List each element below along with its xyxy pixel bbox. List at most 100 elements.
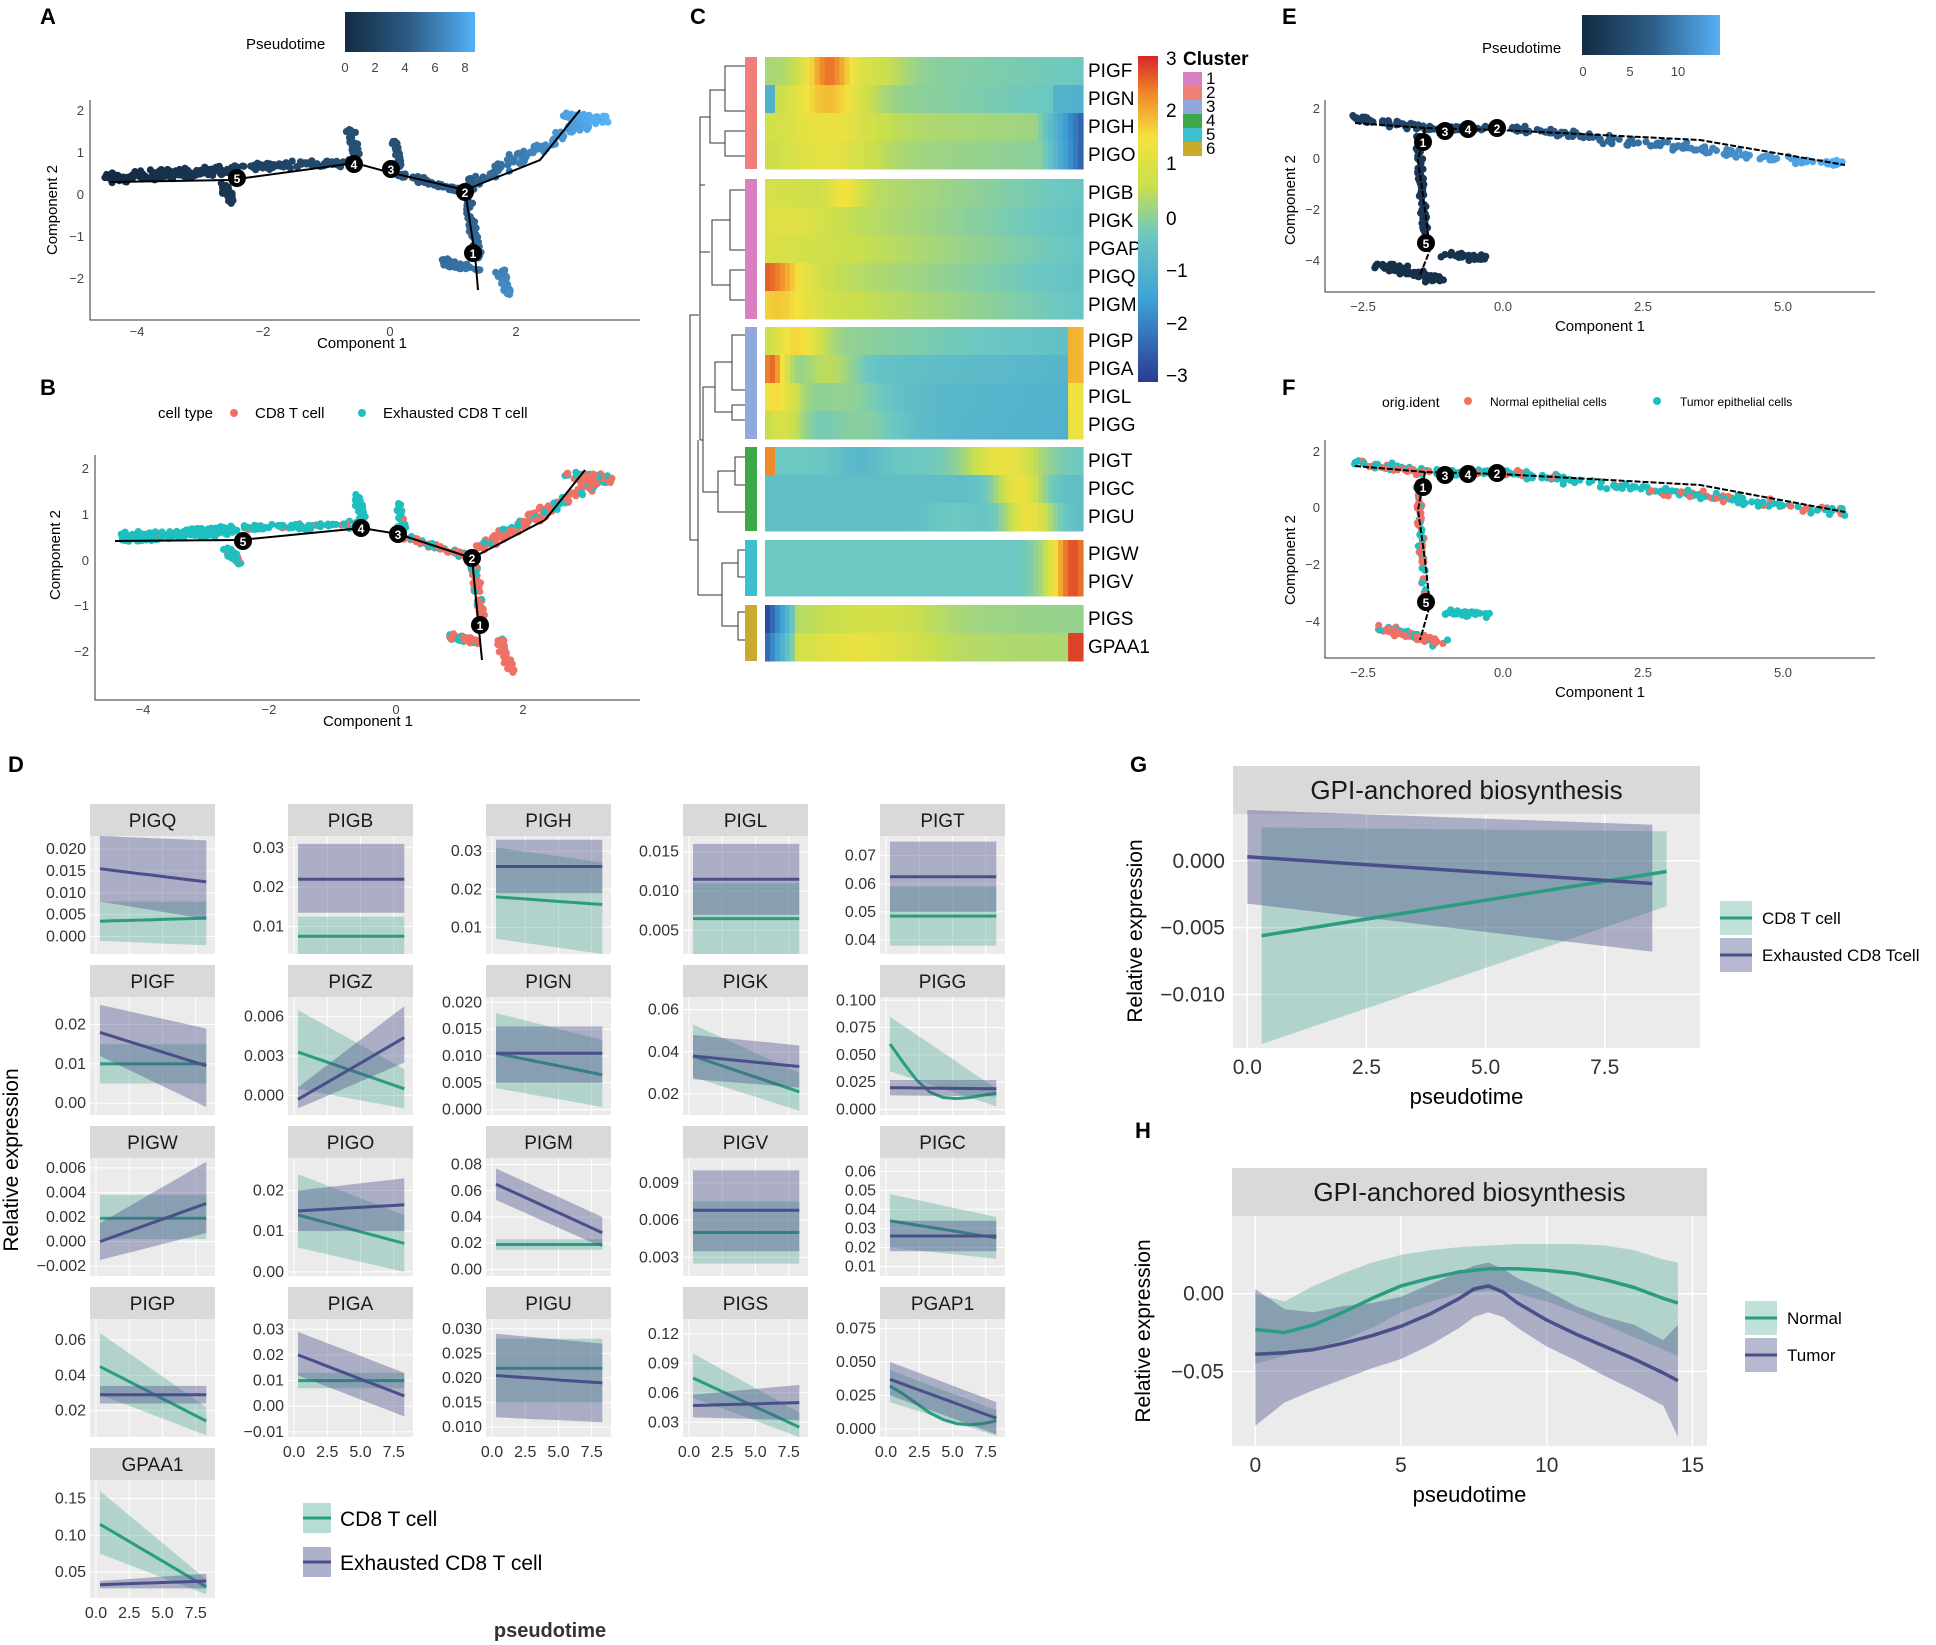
heatmap-cell <box>1058 327 1064 356</box>
heatmap-cell <box>809 568 816 597</box>
heatmap-cell <box>933 179 940 208</box>
heatmap-cell <box>1038 179 1044 208</box>
facet-title: PIGA <box>328 1294 374 1315</box>
heatmap-cell <box>874 141 880 170</box>
heatmap-cell <box>998 113 1005 142</box>
heatmap-cell <box>869 633 875 662</box>
panel-label-c: C <box>690 4 706 29</box>
cell-point <box>1713 494 1721 502</box>
heatmap-cell <box>909 113 915 142</box>
heatmap-cell <box>799 540 806 569</box>
heatmap-row <box>765 355 1084 384</box>
facet-panel <box>486 836 611 954</box>
heatmap-cell <box>769 235 776 264</box>
cell-point <box>1647 142 1655 150</box>
cell-point <box>472 542 481 550</box>
y-tick-label: −0.002 <box>37 1258 86 1275</box>
cell-point <box>196 170 204 178</box>
heatmap-cell <box>1033 568 1039 597</box>
y-tick-label: 0.030 <box>442 1321 482 1338</box>
heatmap-cell <box>909 327 915 356</box>
heatmap-cell <box>1048 475 1054 504</box>
x-tick-label: 5.0 <box>349 1444 371 1461</box>
heatmap-cell <box>1053 327 1059 356</box>
heatmap-cell <box>879 633 885 662</box>
heatmap-cell <box>769 113 776 142</box>
cell-point <box>1431 639 1439 647</box>
branch-node-label: 5 <box>234 172 241 186</box>
y-tick-label: 0.02 <box>451 881 482 898</box>
heatmap-cell <box>774 57 781 86</box>
heatmap-cell <box>874 263 880 292</box>
heatmap-cell <box>914 447 920 476</box>
heatmap-cell <box>824 291 831 320</box>
cell-point <box>393 507 402 515</box>
y-tick-label: 0.005 <box>442 1075 482 1092</box>
cell-points-b <box>117 468 616 676</box>
heatmap-cell <box>894 207 900 236</box>
heatmap-cell <box>1073 57 1079 86</box>
heatmap-cell <box>914 540 920 569</box>
heatmap-row <box>765 540 1084 569</box>
heatmap-cell <box>1073 383 1079 412</box>
heatmap-cell <box>859 85 865 114</box>
cell-point <box>1841 511 1849 519</box>
heatmap-cell <box>1008 383 1015 412</box>
facet-panel <box>880 1158 1005 1276</box>
heatmap-gene-labels: PIGFPIGNPIGHPIGOPIGBPIGKPGAP1PIGQPIGMPIG… <box>1088 61 1151 658</box>
y-tick-label: 0.100 <box>836 992 876 1009</box>
heatmap-cell <box>1013 383 1020 412</box>
heatmap-cell <box>794 355 801 384</box>
svg-text:−2: −2 <box>262 702 277 717</box>
y-tick-label: 0.02 <box>451 1235 482 1252</box>
cell-point <box>479 173 487 181</box>
heatmap-cell <box>983 540 990 569</box>
heatmap-cell <box>943 540 950 569</box>
heatmap-cell <box>809 235 816 264</box>
heatmap-cell <box>958 85 965 114</box>
heatmap-cell <box>1033 475 1039 504</box>
facet-strip <box>486 804 611 836</box>
facet-strip <box>288 1126 413 1158</box>
confidence-band <box>496 1338 603 1403</box>
heatmap-cell <box>784 540 791 569</box>
cell-point <box>563 470 571 478</box>
heatmap-cell <box>819 235 826 264</box>
y-tick-label: 0.025 <box>836 1387 876 1404</box>
heatmap-cell <box>1038 447 1044 476</box>
heatmap-cell <box>933 568 940 597</box>
heatmap-cell <box>1053 85 1059 114</box>
heatmap-cell <box>849 291 856 320</box>
heatmap-cell <box>953 568 960 597</box>
heatmap-cell <box>894 605 900 634</box>
heatmap-cell <box>814 291 821 320</box>
heatmap-cell <box>904 503 910 532</box>
x-tick-label: 5.0 <box>547 1444 569 1461</box>
heatmap-cell <box>804 85 811 114</box>
heatmap-cell <box>1013 57 1020 86</box>
cell-point <box>1382 464 1390 473</box>
cell-point <box>500 286 508 294</box>
heatmap-cell <box>1073 327 1079 356</box>
heatmap-cell <box>924 383 930 412</box>
cell-point <box>1709 144 1717 152</box>
heatmap-cell <box>1068 447 1074 476</box>
heatmap-cell <box>879 207 885 236</box>
heatmap-cell <box>953 235 960 264</box>
svg-text:4: 4 <box>401 60 408 75</box>
heatmap-cell <box>914 141 920 170</box>
y-tick-label: 0.01 <box>845 1258 876 1275</box>
panel-label-d: D <box>8 752 24 777</box>
legend-label: Tumor <box>1787 1346 1836 1365</box>
confidence-band <box>298 1174 405 1272</box>
facet-grid-d: PIGQ0.0000.0050.0100.0150.020PIGB0.010.0… <box>37 804 1005 1622</box>
heatmap-cell <box>1053 291 1059 320</box>
heatmap-cell <box>765 57 771 86</box>
heatmap-cell <box>1028 207 1034 236</box>
heatmap-cell <box>854 179 861 208</box>
cell-point <box>1618 484 1626 492</box>
heatmap-cell <box>933 633 940 662</box>
heatmap-cell <box>1058 447 1064 476</box>
heatmap-cell <box>834 383 841 412</box>
